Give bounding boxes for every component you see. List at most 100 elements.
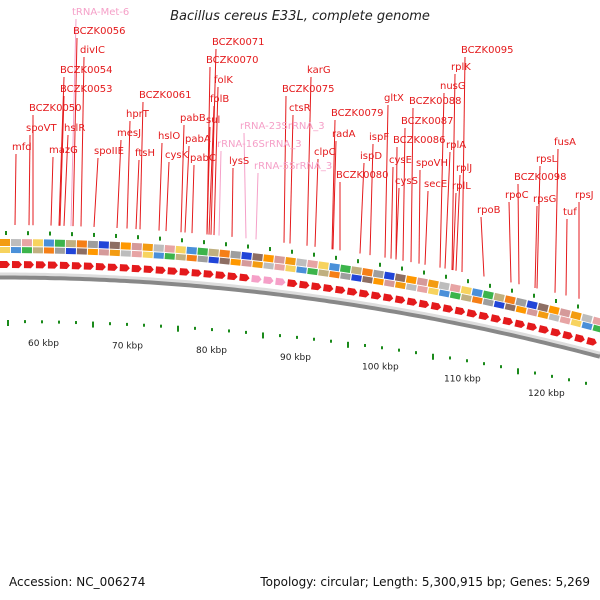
scale-label: 110 kbp — [444, 374, 481, 384]
gene-arrow — [167, 267, 178, 275]
cog-block — [482, 290, 494, 300]
gene-label: karG — [307, 65, 331, 76]
cog-block — [153, 244, 164, 252]
gene-label: BCZK0086 — [393, 135, 446, 146]
cog-block — [339, 264, 351, 273]
cog-block — [274, 263, 285, 271]
cog-block — [482, 298, 494, 307]
cog-block — [131, 250, 142, 258]
cog-block — [394, 281, 406, 290]
gene-label: rRNA-5SrRNA_3 — [254, 161, 332, 172]
gene-arrow — [478, 311, 490, 320]
cog-block — [98, 249, 109, 256]
gene-label: sul — [206, 115, 220, 126]
gene-arrow — [191, 269, 202, 277]
gene-label: tRNA-Met-6 — [72, 7, 129, 18]
cog-block — [340, 272, 351, 280]
cog-block — [197, 255, 208, 263]
leader-line — [63, 134, 69, 226]
scale-label: 120 kbp — [528, 389, 565, 399]
cog-block — [164, 244, 175, 253]
gene-arrow — [490, 314, 502, 323]
gene-arrow — [119, 264, 130, 272]
leader-line — [439, 92, 445, 268]
gene-label: ftsH — [135, 148, 155, 159]
gene-arrow — [358, 289, 370, 298]
gene-arrow — [179, 268, 190, 276]
leader-line — [58, 76, 65, 226]
leader-line — [369, 143, 374, 256]
gene-arrow — [430, 302, 442, 311]
cog-block — [65, 247, 76, 255]
gene-arrow — [526, 322, 537, 331]
leader-line — [455, 174, 461, 271]
leader-line — [289, 114, 294, 244]
cog-block — [416, 285, 428, 294]
gene-label: BCZK0098 — [514, 172, 567, 183]
gene-label: pabB — [180, 113, 206, 124]
leader-line — [508, 201, 512, 283]
label-leader-lines — [14, 18, 580, 299]
gene-arrow — [203, 270, 214, 278]
cog-block — [175, 245, 186, 254]
leader-line — [206, 66, 211, 235]
leader-line — [554, 148, 559, 293]
cog-block — [252, 253, 263, 262]
gene-label: spoVT — [26, 123, 58, 134]
gene-arrow — [131, 264, 142, 273]
gene-arrow — [346, 287, 358, 296]
gene-label: BCZK0075 — [282, 84, 335, 95]
cog-block — [21, 239, 32, 247]
cog-block — [87, 248, 98, 256]
leader-line — [314, 158, 319, 247]
gene-arrow — [47, 261, 58, 269]
gene-arrow — [263, 276, 274, 285]
gene-arrow — [370, 291, 382, 300]
cog-block — [559, 308, 571, 318]
cog-block — [361, 267, 373, 277]
gene-label: BCZK0071 — [212, 37, 265, 48]
leader-line — [461, 56, 466, 272]
gene-label: divIC — [80, 45, 105, 56]
gene-arrow — [155, 266, 166, 274]
leader-line — [283, 95, 287, 243]
leader-line — [480, 216, 485, 277]
cog-block — [43, 247, 54, 254]
cog-block — [526, 300, 538, 310]
cog-block — [427, 279, 439, 289]
gene-label: nusG — [440, 81, 466, 92]
leader-line — [126, 120, 131, 229]
leader-line — [452, 192, 457, 271]
cog-block — [383, 279, 395, 288]
cog-block — [515, 305, 527, 314]
gene-label: folB — [210, 94, 229, 105]
leader-line — [139, 101, 144, 230]
gene-arrow — [586, 337, 597, 346]
gene-label: fusA — [554, 137, 576, 148]
cog-block — [460, 285, 472, 295]
backbone-highlight — [0, 272, 600, 355]
leader-line — [165, 161, 170, 232]
gene-label: rplK — [451, 62, 471, 73]
leader-line — [116, 139, 122, 229]
cog-block — [318, 261, 329, 270]
scale-label: 90 kbp — [280, 353, 311, 363]
gene-arrow — [95, 263, 106, 271]
cog-block — [296, 266, 307, 274]
gene-arrow — [394, 295, 406, 304]
leader-line — [255, 172, 259, 240]
gene-arrow — [514, 319, 525, 328]
cog-block — [153, 252, 164, 259]
cog-block — [87, 240, 98, 249]
gene-label: mazG — [49, 145, 78, 156]
gene-label: cysK — [165, 150, 189, 161]
cog-block — [318, 269, 329, 277]
accession-text: Accession: NC_006274 — [9, 575, 146, 589]
cog-block — [537, 310, 549, 320]
gene-arrow — [11, 261, 22, 269]
gene-arrow — [406, 297, 418, 306]
cog-block — [296, 258, 307, 267]
leader-line — [565, 218, 568, 296]
gene-arrow — [23, 261, 34, 269]
leader-line — [451, 73, 456, 270]
